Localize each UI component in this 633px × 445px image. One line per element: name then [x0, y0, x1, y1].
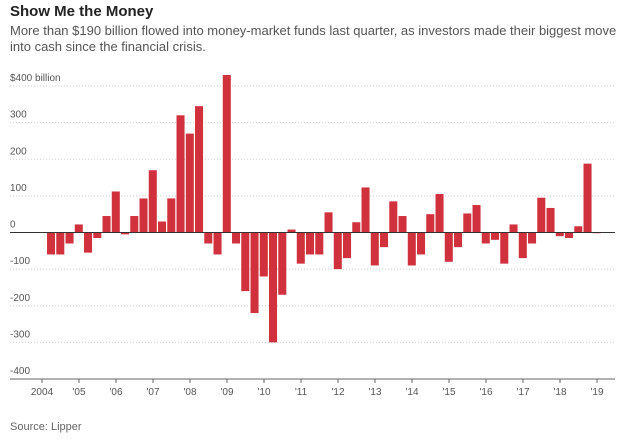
x-tick-label: '05: [72, 387, 85, 398]
bar: [472, 205, 481, 233]
bar: [296, 232, 305, 264]
bar: [537, 197, 546, 233]
bar: [361, 187, 370, 233]
bar: [333, 232, 342, 270]
bar: [583, 163, 592, 233]
y-tick-label: 200: [10, 146, 27, 157]
bar: [111, 191, 120, 233]
bar: [417, 232, 426, 255]
x-tick-label: '19: [590, 387, 603, 398]
bar: [555, 232, 564, 237]
y-tick-label: 300: [10, 110, 27, 121]
bar: [84, 232, 93, 253]
bar: [47, 232, 56, 255]
bar: [500, 232, 509, 264]
bar: [454, 232, 463, 248]
x-tick-label: '15: [442, 387, 455, 398]
bar: [574, 226, 583, 233]
x-tick-label: '16: [479, 387, 492, 398]
y-tick-label: -300: [10, 329, 30, 340]
bar: [352, 222, 361, 233]
bar: [93, 232, 102, 238]
bar: [491, 232, 500, 240]
bar: [65, 232, 74, 244]
bar: [241, 232, 250, 292]
bar: [481, 232, 490, 244]
bar: [250, 232, 259, 314]
bar: [167, 198, 176, 233]
bar: [195, 106, 204, 233]
y-tick-label: 100: [10, 183, 27, 194]
bar: [148, 170, 157, 233]
bar: [370, 232, 379, 266]
bar: [269, 232, 278, 343]
chart-subtitle: More than $190 billion flowed into money…: [10, 23, 616, 38]
bar: [398, 216, 407, 233]
bar: [232, 232, 241, 244]
chart-subtitle: into cash since the financial crisis.: [10, 39, 206, 54]
bar: [324, 212, 333, 233]
x-tick-label: '10: [257, 387, 270, 398]
x-tick-label: '11: [295, 387, 308, 398]
bar: [121, 232, 130, 235]
x-tick-label: '06: [109, 387, 122, 398]
x-tick-label: '18: [553, 387, 566, 398]
bar: [546, 207, 555, 233]
bar: [204, 232, 213, 244]
x-tick-label: '08: [183, 387, 196, 398]
bar: [74, 224, 83, 233]
bar: [380, 232, 389, 248]
y-tick-label: -200: [10, 293, 30, 304]
x-tick-label: '07: [146, 387, 159, 398]
bar: [315, 232, 324, 255]
bar: [176, 115, 185, 233]
bar: [222, 75, 231, 233]
chart-title: Show Me the Money: [10, 3, 154, 20]
bar: [213, 232, 222, 255]
y-tick-label: $400 billion: [10, 73, 61, 84]
bar: [444, 232, 453, 262]
bar: [278, 232, 287, 295]
bar: [102, 216, 111, 233]
bar: [407, 232, 416, 266]
bar: [435, 194, 444, 233]
bar: [343, 232, 352, 259]
bar: [389, 201, 398, 233]
bar: [185, 133, 194, 233]
bar: [259, 232, 268, 277]
bar: [528, 232, 537, 244]
x-tick-label: '13: [368, 387, 381, 398]
bar: [518, 232, 527, 259]
bar: [306, 232, 315, 255]
bar: [130, 216, 139, 233]
y-tick-label: 0: [10, 220, 16, 231]
bar: [565, 232, 574, 238]
x-tick-label: '14: [405, 387, 418, 398]
y-tick-label: -100: [10, 256, 30, 267]
bar: [463, 213, 472, 233]
bar: [139, 198, 148, 233]
y-tick-label: -400: [10, 366, 30, 377]
bar: [158, 221, 167, 233]
bar: [426, 214, 435, 233]
x-tick-label: '09: [220, 387, 233, 398]
source: Source: Lipper: [10, 421, 82, 433]
x-tick-label: '12: [331, 387, 344, 398]
bar: [509, 224, 518, 233]
x-tick-label: 2004: [31, 387, 54, 398]
bar: [56, 232, 65, 255]
x-tick-label: '17: [516, 387, 529, 398]
bar: [287, 229, 296, 233]
